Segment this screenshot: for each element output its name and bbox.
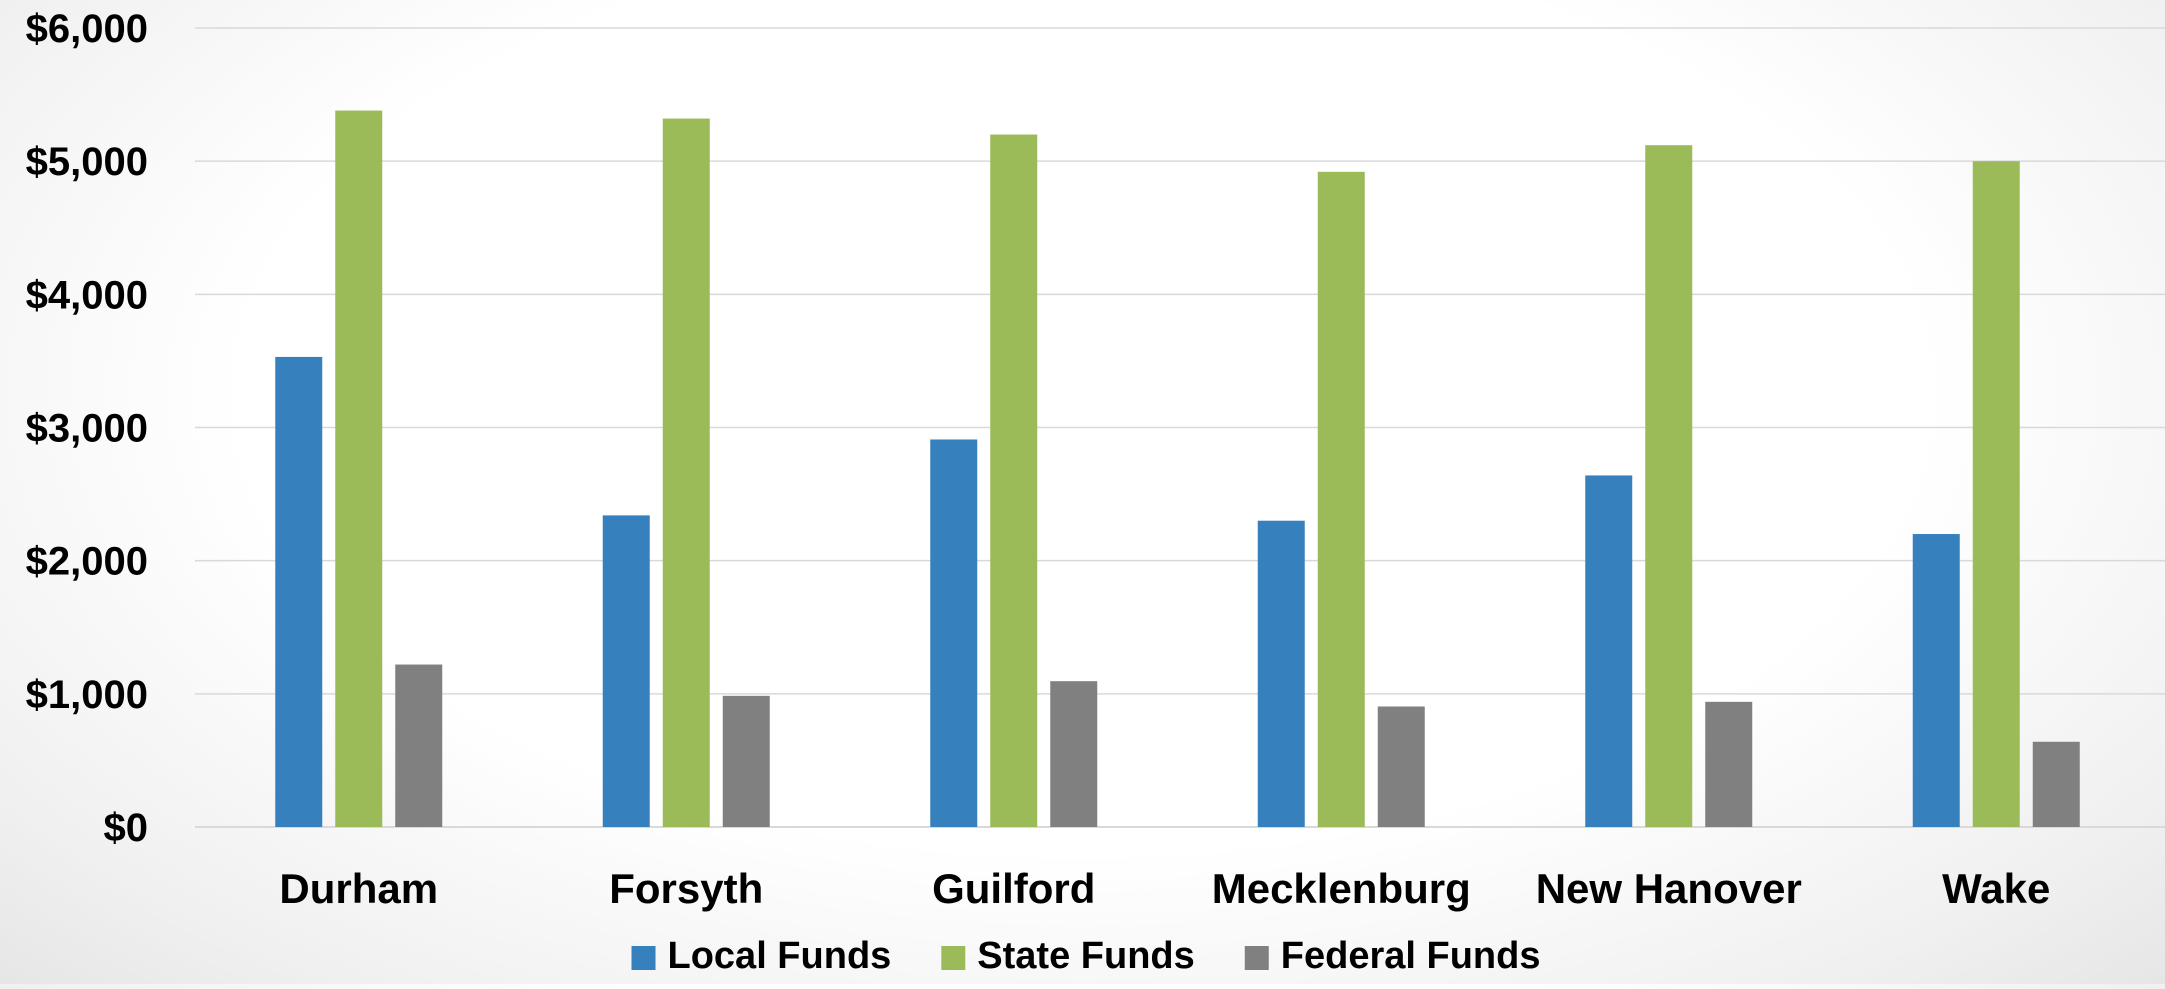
bar-federal-funds xyxy=(395,664,443,827)
x-tick-label: Forsyth xyxy=(609,865,763,912)
bar-local-funds xyxy=(1585,475,1633,827)
y-tick-label: $5,000 xyxy=(26,140,148,184)
bar-local-funds xyxy=(602,515,650,827)
legend: Local Funds State Funds Federal Funds xyxy=(631,935,1541,977)
x-tick-label: Guilford xyxy=(932,865,1095,912)
y-tick-label: $4,000 xyxy=(26,273,148,317)
y-axis-tick-labels: $0 $1,000 $2,000 $3,000 $4,000 $5,000 $6,000 xyxy=(26,7,148,850)
bar-local-funds xyxy=(275,356,323,827)
legend-swatch-state-funds xyxy=(941,946,966,970)
legend-swatch-federal-funds xyxy=(1244,946,1269,970)
x-axis-tick-labels: Durham Forsyth Guilford Mecklenburg New Hano… xyxy=(279,865,2050,912)
bar-state-funds xyxy=(335,110,383,827)
bar-federal-funds xyxy=(1050,681,1098,827)
bar-state-funds xyxy=(1317,171,1365,827)
x-tick-label: New Hanover xyxy=(1536,865,1802,912)
legend-label-state-funds: State Funds xyxy=(977,935,1194,977)
legend-swatch-local-funds xyxy=(631,946,656,970)
bar-local-funds xyxy=(930,439,978,827)
bar-federal-funds xyxy=(2032,741,2080,827)
y-tick-label: $0 xyxy=(104,806,149,850)
bar-state-funds xyxy=(1972,161,2020,827)
bar-federal-funds xyxy=(722,695,770,827)
x-tick-label: Durham xyxy=(279,865,438,912)
legend-label-federal-funds: Federal Funds xyxy=(1281,935,1541,977)
y-tick-label: $1,000 xyxy=(26,673,148,717)
bars xyxy=(275,110,2080,828)
bar-state-funds xyxy=(990,134,1038,828)
y-tick-label: $6,000 xyxy=(26,7,148,51)
bar-local-funds xyxy=(1912,534,1960,827)
bar-state-funds xyxy=(1645,145,1693,828)
bar-state-funds xyxy=(662,118,710,827)
y-tick-label: $2,000 xyxy=(26,540,148,584)
gridlines xyxy=(195,27,2165,828)
x-tick-label: Wake xyxy=(1942,865,2050,912)
x-tick-label: Mecklenburg xyxy=(1212,865,1471,912)
y-tick-label: $3,000 xyxy=(26,407,148,451)
bar-federal-funds xyxy=(1705,701,1753,827)
bar-federal-funds xyxy=(1377,706,1425,827)
legend-label-local-funds: Local Funds xyxy=(668,935,892,977)
bar-local-funds xyxy=(1257,520,1305,827)
